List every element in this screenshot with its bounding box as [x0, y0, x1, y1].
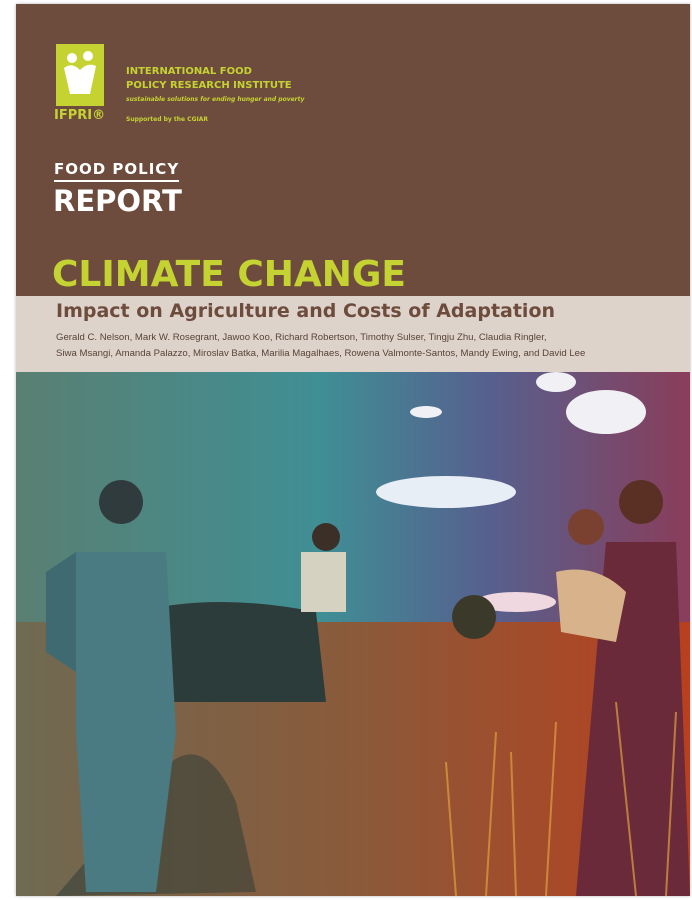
- org-name: INTERNATIONAL FOOD: [126, 66, 252, 77]
- authors: Gerald C. Nelson, Mark W. Rosegrant, Jaw…: [56, 332, 547, 343]
- subtitle-band: Impact on Agriculture and Costs of Adapt…: [16, 296, 690, 372]
- support-note: Supported by the CGIAR: [126, 116, 208, 123]
- header-panel: IFPRI® INTERNATIONAL FOOD POLICY RESEARC…: [16, 4, 690, 296]
- series-label: REPORT: [53, 184, 182, 218]
- authors: Siwa Msangi, Amanda Palazzo, Miroslav Ba…: [56, 348, 585, 359]
- page: IFPRI® INTERNATIONAL FOOD POLICY RESEARC…: [0, 0, 692, 900]
- cover: IFPRI® INTERNATIONAL FOOD POLICY RESEARC…: [16, 4, 690, 896]
- title: CLIMATE CHANGE: [52, 254, 406, 295]
- cover-illustration: [16, 372, 690, 896]
- logo-text: IFPRI®: [54, 108, 105, 123]
- tagline: sustainable solutions for ending hunger …: [126, 96, 304, 103]
- series-label: FOOD POLICY: [54, 160, 179, 182]
- subtitle: Impact on Agriculture and Costs of Adapt…: [56, 300, 555, 322]
- logo-figures: [56, 44, 104, 106]
- org-name: POLICY RESEARCH INSTITUTE: [126, 80, 292, 91]
- logo-icon: [56, 44, 104, 106]
